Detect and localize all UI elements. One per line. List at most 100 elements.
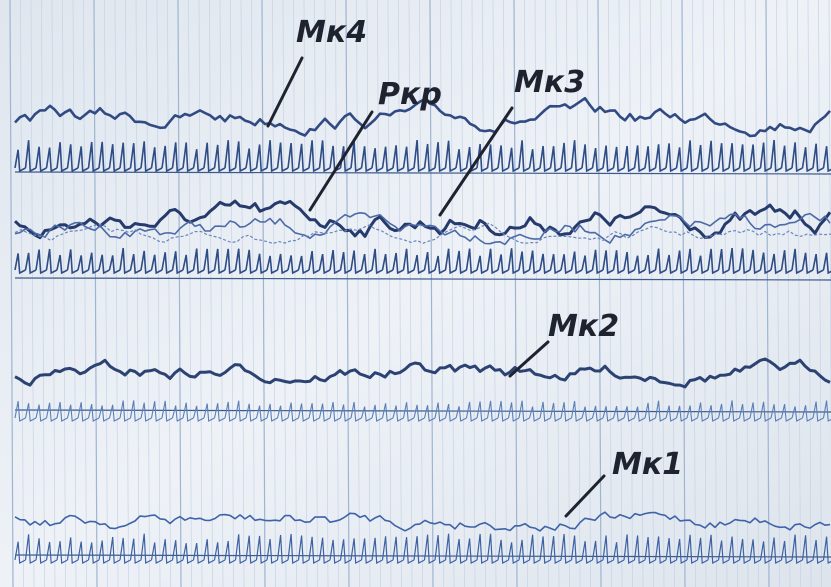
grid-line [786,0,791,587]
leader-line [508,340,550,378]
trace [14,212,831,246]
grid-line [167,0,171,587]
baseline [14,409,831,413]
grid-line [219,0,224,587]
grid-line [597,0,602,587]
grid-line [314,0,318,587]
trace [14,511,831,532]
grid-line [51,0,56,587]
grid-line [377,0,381,587]
grid-line [366,0,371,587]
grid-line [293,0,297,587]
baseline [14,171,831,175]
grid-line [566,0,570,587]
grid-line [755,0,759,587]
trace-label: Мк4 [296,15,367,50]
grid-line [251,0,255,587]
pulse-train [14,139,831,173]
grid-line [83,0,87,587]
grid-line [177,0,182,587]
trace [14,222,831,245]
grid-line [356,0,360,587]
trace-label: Ркр [378,77,442,112]
leader-line [438,106,514,217]
grid-line [797,0,801,587]
grid-line [650,0,654,587]
grid-line [807,0,812,587]
baseline [14,554,831,558]
leader-line [266,56,304,128]
grid-line [261,0,266,587]
grid-line [41,0,45,587]
grid-line [419,0,423,587]
grid-line [324,0,329,587]
grid-line [209,0,213,587]
trace [14,96,831,138]
grid-line [744,0,749,587]
leader-line [564,474,606,518]
grid-line [702,0,707,587]
grid-line [534,0,539,587]
leader-line [308,110,374,212]
grid-line [471,0,476,587]
grid-line [408,0,413,587]
grid-line [482,0,486,587]
grid-line [681,0,686,587]
grid-line [818,0,822,587]
grid-line [93,0,98,587]
grid-line [230,0,234,587]
grid-line [503,0,507,587]
grid-line [125,0,129,587]
grid-line [335,0,339,587]
pulse-train [14,533,831,564]
grid-line [198,0,203,587]
grid-line [440,0,444,587]
trace-label: Мк2 [548,309,619,344]
traces [13,96,831,564]
grid-line [639,0,644,587]
time-grid [9,0,831,587]
grid-line [461,0,465,587]
grid-line [776,0,780,587]
grid-line [608,0,612,587]
grid-line [545,0,549,587]
grid-line [660,0,665,587]
grid-line [398,0,402,587]
trace [13,199,831,240]
grid-line [576,0,581,587]
grid-line [692,0,696,587]
grid-line [734,0,738,587]
grid-line [524,0,528,587]
trace [14,357,831,389]
grid-line [629,0,633,587]
grid-line [146,0,150,587]
grid-line [104,0,108,587]
grid-line [9,0,14,587]
trace-label: Мк3 [514,65,585,100]
grid-line [303,0,308,587]
pulse-train [14,247,831,275]
grid-line [513,0,518,587]
grid-line [429,0,434,587]
grid-line [713,0,717,587]
pulse-train [14,400,831,422]
grid-line [618,0,623,587]
grid-line [62,0,66,587]
grid-line [272,0,276,587]
grid-line [492,0,497,587]
trace-label: Мк1 [612,447,683,482]
grid-line [30,0,35,587]
grid-line [20,0,24,587]
grid-line [723,0,728,587]
grid-line [671,0,675,587]
grid-line [72,0,77,587]
grid-line [450,0,455,587]
grid-line [114,0,119,587]
annotations: Мк4 Ркр Мк3 Мк2 Мк1 [266,15,683,518]
grid-line [765,0,770,587]
grid-line [188,0,192,587]
grid-line [345,0,350,587]
grid-line [387,0,392,587]
